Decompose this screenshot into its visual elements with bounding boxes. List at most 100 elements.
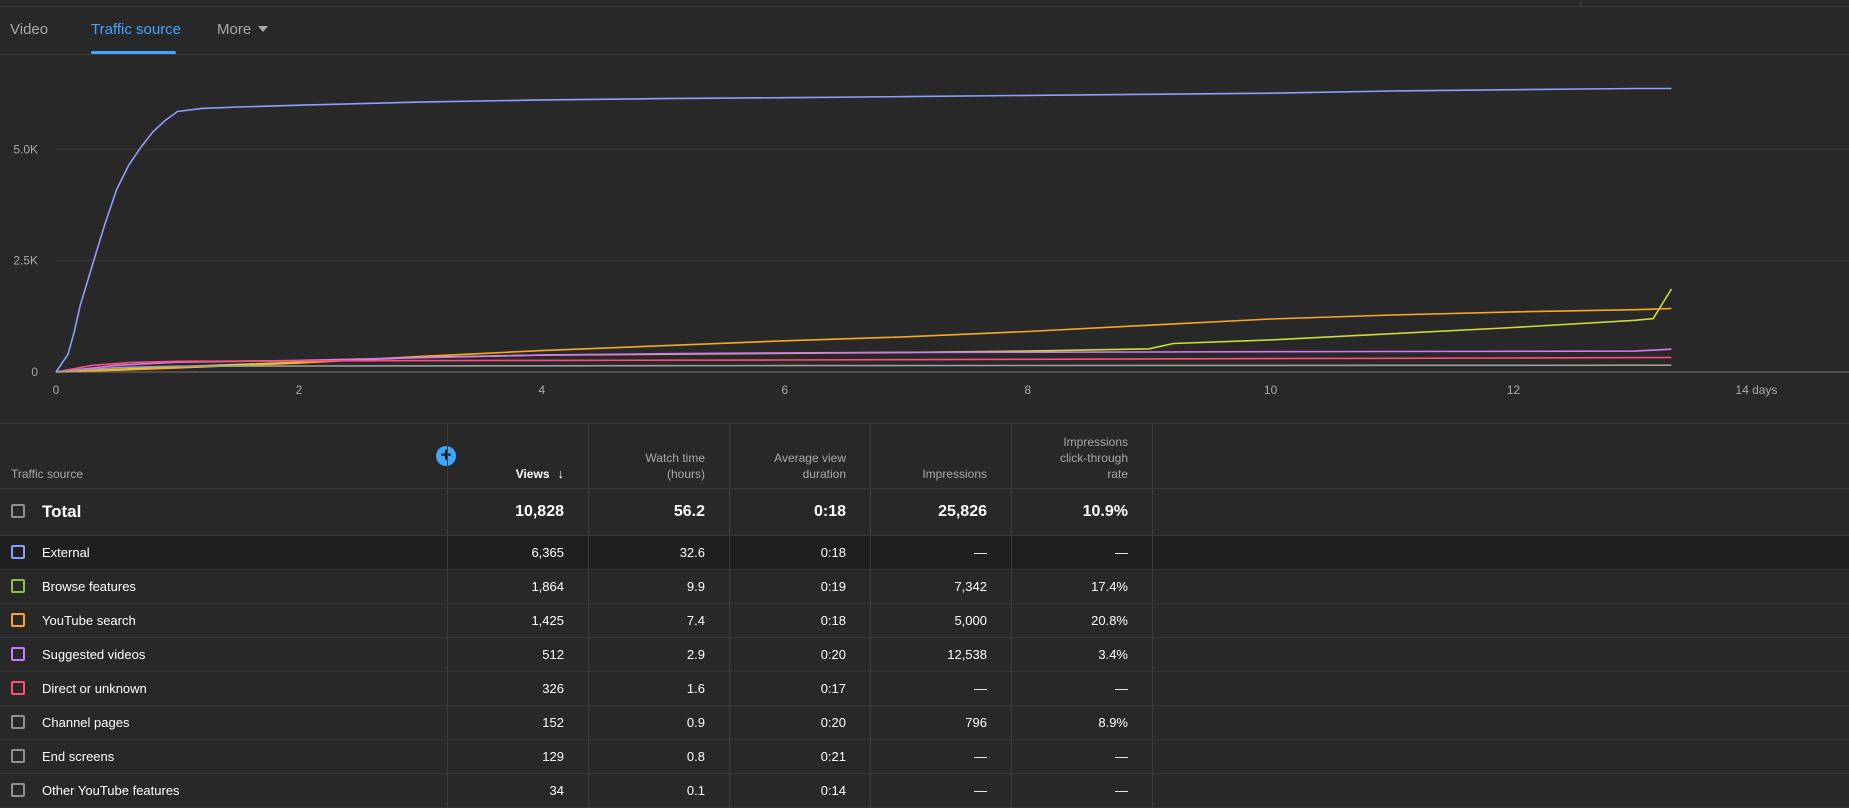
x-tick-label: 6	[781, 383, 788, 397]
table-row[interactable]: YouTube search 1,425 7.4 0:18 5,000 20.8%	[0, 604, 1849, 638]
tab-traffic-source[interactable]: Traffic source	[91, 21, 182, 38]
traffic-chart: 02.5K5.0K7.5K02468101214 days	[13, 87, 1849, 397]
series-line	[55, 364, 1672, 373]
total-row[interactable]: Total 10,828 56.2 0:18 25,826 10.9%	[0, 489, 1849, 536]
cell-impr: 25,826	[938, 503, 987, 520]
row-checkbox[interactable]	[11, 749, 25, 763]
cell-avd: 0:19	[820, 579, 846, 594]
cell-impr: —	[974, 545, 987, 560]
x-tick-label: 2	[296, 383, 303, 397]
cell-impr: 7,342	[954, 579, 987, 594]
row-label: Total	[42, 502, 82, 521]
table-row[interactable]: End screens 129 0.8 0:21 — —	[0, 740, 1849, 774]
cell-ctr: 8.9%	[1098, 715, 1128, 730]
column-separator	[1011, 423, 1012, 808]
sort-down-arrow-icon: ↓	[557, 466, 565, 481]
cell-ctr: 17.4%	[1091, 579, 1128, 594]
table-row[interactable]: Direct or unknown 326 1.6 0:17 — —	[0, 672, 1849, 706]
cell-impr: 5,000	[954, 613, 987, 628]
header-traffic-source[interactable]: Traffic source	[11, 467, 84, 481]
row-checkbox[interactable]	[11, 647, 25, 661]
cell-views: 129	[542, 749, 564, 764]
cell-impr: —	[974, 749, 987, 764]
cell-watch: 9.9	[686, 579, 705, 594]
header-average-view-duration[interactable]: Average view duration	[774, 451, 846, 481]
header-ctr[interactable]: Impressions click-through rate	[1059, 435, 1128, 481]
cell-ctr: 10.9%	[1082, 503, 1128, 520]
series-line	[55, 87, 1672, 373]
cell-watch: 0.8	[686, 749, 705, 764]
row-checkbox[interactable]	[11, 783, 25, 797]
row-checkbox[interactable]	[11, 681, 25, 695]
cell-impr: 796	[965, 715, 987, 730]
cell-ctr: 20.8%	[1091, 613, 1128, 628]
row-label: Channel pages	[42, 715, 130, 730]
column-separator	[588, 423, 589, 808]
cell-watch: 1.6	[686, 681, 705, 696]
header-impressions[interactable]: Impressions	[922, 467, 987, 481]
cell-watch: 7.4	[686, 613, 705, 628]
cell-avd: 0:20	[820, 715, 846, 730]
series-line	[55, 307, 1672, 373]
series-line	[55, 356, 1672, 373]
row-label: Suggested videos	[42, 647, 146, 662]
row-label: End screens	[42, 749, 115, 764]
table-row[interactable]: Channel pages 152 0.9 0:20 796 8.9%	[0, 706, 1849, 740]
cell-avd: 0:18	[813, 503, 846, 520]
caret-down-icon	[258, 26, 269, 32]
cell-avd: 0:17	[820, 681, 846, 696]
table-body: Total 10,828 56.2 0:18 25,826 10.9% External 6,…	[0, 489, 1849, 808]
tab-video[interactable]: Video	[10, 21, 49, 38]
cell-watch: 32.6	[679, 545, 705, 560]
column-separator	[729, 423, 730, 808]
x-tick-label: 14 days	[1735, 383, 1777, 397]
cell-avd: 0:18	[820, 545, 846, 560]
cell-views: 1,425	[531, 613, 564, 628]
x-tick-label: 4	[538, 383, 545, 397]
cell-views: 326	[542, 681, 564, 696]
top-divider	[0, 6, 1849, 7]
row-checkbox[interactable]	[11, 504, 25, 518]
column-separator	[1152, 423, 1153, 808]
table-row[interactable]: Other YouTube features 34 0.1 0:14— —	[0, 774, 1849, 808]
tab-bar: Video Traffic source More	[0, 7, 1849, 55]
tab-more[interactable]: More	[217, 21, 269, 38]
cell-ctr: 3.4%	[1098, 647, 1128, 662]
cell-watch: 56.2	[673, 503, 705, 520]
cell-views: 10,828	[515, 503, 564, 520]
top-divider-tick	[1580, 0, 1581, 6]
header-views[interactable]: Views ↓	[447, 424, 588, 488]
y-tick-label: 0	[31, 365, 38, 379]
cell-ctr: —	[1115, 545, 1128, 560]
header-views-label: Views	[515, 467, 550, 481]
cell-watch: 2.9	[686, 647, 705, 662]
cell-views: 1,864	[531, 579, 564, 594]
active-tab-indicator	[91, 51, 176, 54]
table-row[interactable]: Browse features 1,864 9.9 0:19 7,342 17.4%	[0, 570, 1849, 604]
cell-impr: —	[974, 681, 987, 696]
cell-views: 152	[542, 715, 564, 730]
row-checkbox[interactable]	[11, 715, 25, 729]
header-watch-time[interactable]: Watch time (hours)	[645, 451, 705, 481]
column-separator	[447, 423, 448, 808]
row-label: External	[42, 545, 90, 560]
row-checkbox[interactable]	[11, 613, 25, 627]
table-row[interactable]: External 6,365 32.6 0:18 — —	[0, 536, 1849, 570]
x-tick-label: 0	[53, 383, 60, 397]
y-tick-label: 2.5K	[13, 254, 38, 268]
add-metric-plus-icon[interactable]: +	[436, 446, 456, 466]
x-tick-label: 12	[1507, 383, 1521, 397]
table-header: Traffic source + Views ↓ Watch time (hours…	[0, 423, 1849, 489]
cell-views: 6,365	[531, 545, 564, 560]
x-tick-label: 10	[1264, 383, 1278, 397]
cell-avd: 0:20	[820, 647, 846, 662]
row-label: Direct or unknown	[42, 681, 147, 696]
row-checkbox[interactable]	[11, 579, 25, 593]
cell-ctr: —	[1115, 749, 1128, 764]
cell-avd: 0:21	[820, 749, 846, 764]
cell-views: 512	[542, 647, 564, 662]
row-checkbox[interactable]	[11, 545, 25, 559]
table-row[interactable]: Suggested videos 512 2.9 0:20 12,538 3.4%	[0, 638, 1849, 672]
row-label: Browse features	[42, 579, 136, 594]
cell-ctr: —	[1115, 681, 1128, 696]
